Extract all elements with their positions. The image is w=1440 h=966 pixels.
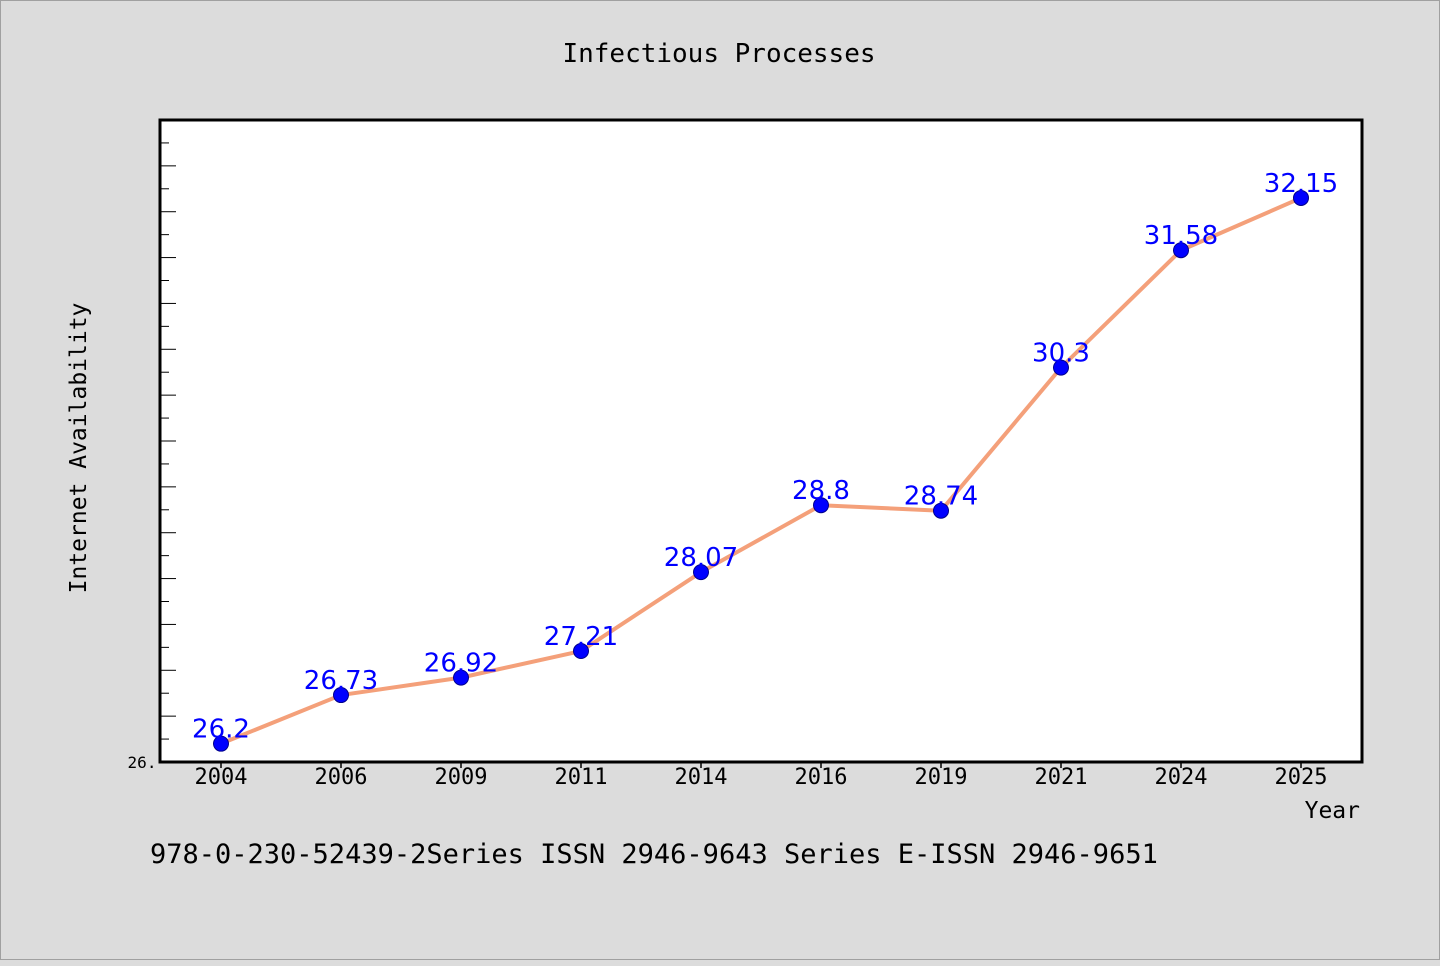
y-axis-label: Internet Availability bbox=[66, 303, 92, 594]
x-tick-label: 2009 bbox=[435, 765, 488, 790]
data-point-marker bbox=[693, 564, 709, 581]
y-axis-ticks bbox=[160, 119, 176, 763]
series-line-group: 26.2 26.73 26.92 27.21 28.07 28.8 28.74 30.3 31.… bbox=[192, 169, 1338, 752]
x-tick-label: 2006 bbox=[315, 765, 368, 790]
data-point-marker bbox=[1173, 242, 1189, 259]
data-point-marker bbox=[333, 687, 349, 704]
data-label: 27.21 bbox=[544, 622, 618, 652]
x-tick-label: 2011 bbox=[555, 765, 608, 790]
data-point-marker bbox=[1293, 189, 1309, 206]
data-label: 30.3 bbox=[1032, 339, 1090, 369]
x-tick-label: 2019 bbox=[915, 765, 968, 790]
data-point-marker bbox=[933, 502, 949, 519]
data-label: 31.58 bbox=[1144, 221, 1218, 251]
data-point-marker bbox=[1053, 359, 1069, 376]
y-axis-tick-label: 26. bbox=[128, 753, 157, 772]
x-tick-label: 2024 bbox=[1155, 765, 1208, 790]
footer-isbn-issn: 978-0-230-52439-2Series ISSN 2946-9643 S… bbox=[150, 839, 1158, 870]
x-tick-label: 2025 bbox=[1275, 765, 1328, 790]
data-label: 28.74 bbox=[904, 482, 978, 512]
data-point-marker bbox=[453, 669, 469, 686]
x-tick-label: 2016 bbox=[795, 765, 848, 790]
data-label: 28.07 bbox=[664, 543, 738, 573]
x-axis-tick-labels: 2004 2006 2009 2011 2014 2016 2019 2021 2024 2025 bbox=[195, 765, 1328, 790]
x-axis-ticks bbox=[220, 762, 1302, 768]
data-label: 26.73 bbox=[304, 666, 378, 696]
x-tick-label: 2021 bbox=[1035, 765, 1088, 790]
series-line bbox=[220, 196, 1302, 746]
x-tick-label: 2014 bbox=[675, 765, 728, 790]
data-label: 28.8 bbox=[792, 476, 850, 506]
data-point-marker bbox=[813, 497, 829, 514]
plot-area bbox=[158, 118, 1364, 764]
data-point-marker bbox=[213, 735, 229, 752]
x-axis-label: Year bbox=[1305, 798, 1360, 824]
data-label: 32.15 bbox=[1264, 169, 1338, 199]
data-label: 26.2 bbox=[192, 715, 250, 745]
data-label: 26.92 bbox=[424, 649, 498, 679]
chart-title: Infectious Processes bbox=[562, 39, 875, 69]
data-point-marker bbox=[573, 643, 589, 660]
x-tick-label: 2004 bbox=[195, 765, 248, 790]
